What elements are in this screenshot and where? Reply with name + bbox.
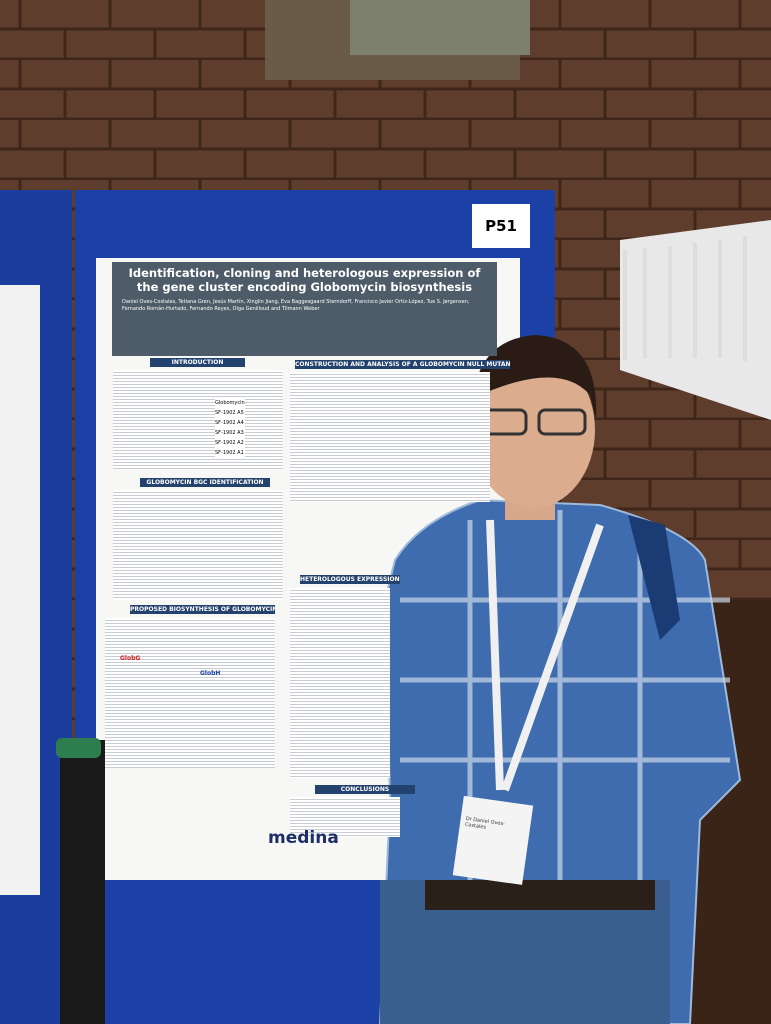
logo: medina (268, 828, 339, 848)
compound-name: SF-1902 A1 (215, 450, 244, 456)
section-heading: CONCLUSIONS (315, 785, 415, 794)
heterologous-text (290, 588, 390, 778)
gene-label: GlobG (120, 655, 141, 662)
board-label: P51 (472, 204, 530, 248)
conclusions-text (290, 797, 400, 837)
section-heading: GLOBOMYCIN BGC IDENTIFICATION (140, 478, 270, 487)
poster-title: Identification, cloning and heterologous… (128, 266, 481, 294)
section-heading: CONSTRUCTION AND ANALYSIS OF A GLOBOMYCI… (295, 360, 510, 369)
poster-authors: Daniel Oves-Costales, Tetiana Gren, Jesú… (122, 299, 470, 312)
intro-text (113, 370, 283, 470)
compound-name: SF-1902 A3 (215, 430, 244, 436)
section-heading: INTRODUCTION (150, 358, 245, 367)
compound-name: SF-1902 A4 (215, 420, 244, 426)
section-heading: HETEROLOGOUS EXPRESSION OF (300, 575, 400, 584)
bgc-text (113, 490, 283, 600)
biosynthesis-figure (105, 618, 275, 768)
poster-title-banner: Identification, cloning and heterologous… (112, 262, 497, 356)
compound-name: SF-1902 A5 (215, 410, 244, 416)
compound-name: Globomycin (215, 400, 245, 406)
gene-label: GlobH (200, 670, 221, 677)
compound-list: Globomycin SF-1902 A5 SF-1902 A4 SF-1902 A3… (215, 398, 245, 458)
section-heading: PROPOSED BIOSYNTHESIS OF GLOBOMYCIN (130, 605, 275, 614)
mutant-figure (290, 372, 490, 502)
compound-name: SF-1902 A2 (215, 440, 244, 446)
